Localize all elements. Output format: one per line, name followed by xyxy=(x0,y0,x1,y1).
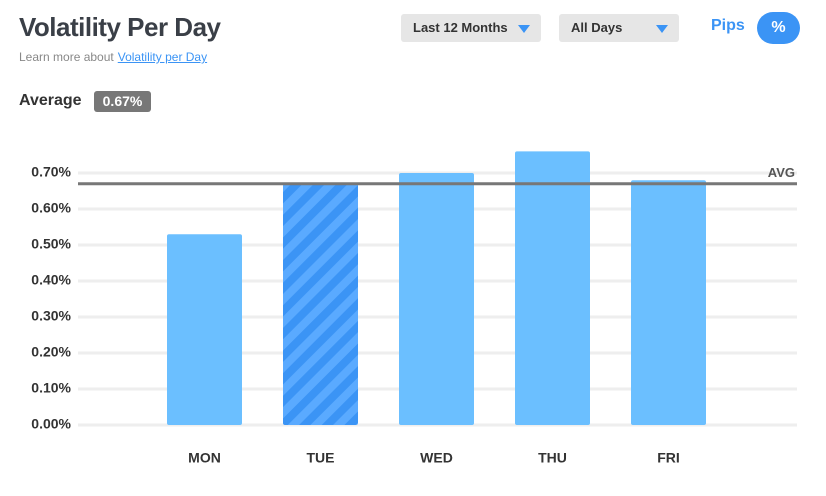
bar xyxy=(399,173,474,425)
dropdown-arrow xyxy=(518,25,530,33)
period-value: Last 12 Months xyxy=(413,20,508,35)
x-tick-label: FRI xyxy=(657,450,680,466)
bar xyxy=(515,151,590,425)
x-tick-label: WED xyxy=(420,450,453,466)
y-tick-label: 0.60% xyxy=(31,200,71,216)
y-tick-label: 0.40% xyxy=(31,272,71,288)
learn-more-link[interactable]: Volatility per Day xyxy=(117,50,208,64)
dropdown-arrow xyxy=(656,25,668,33)
days-value: All Days xyxy=(571,20,623,35)
average-badge: 0.67% xyxy=(94,91,151,112)
y-tick-label: 0.10% xyxy=(31,380,71,396)
y-tick-label: 0.00% xyxy=(31,416,71,432)
days-dropdown[interactable]: All Days xyxy=(559,14,679,42)
period-dropdown[interactable]: Last 12 Months xyxy=(401,14,541,42)
bar xyxy=(283,183,358,425)
subtitle-text: Learn more about xyxy=(19,50,114,64)
y-tick-label: 0.50% xyxy=(31,236,71,252)
x-tick-label: MON xyxy=(188,450,221,466)
y-tick-label: 0.70% xyxy=(31,164,71,180)
average-line-label: AVG xyxy=(768,165,795,180)
bar xyxy=(631,180,706,425)
average-label: Average xyxy=(19,92,82,109)
subtitle: Learn more about Volatility per Day xyxy=(19,50,207,64)
y-tick-label: 0.20% xyxy=(31,344,71,360)
bar xyxy=(167,234,242,425)
page-title: Volatility Per Day xyxy=(19,12,221,42)
x-tick-label: THU xyxy=(538,450,567,466)
y-tick-label: 0.30% xyxy=(31,308,71,324)
x-tick-label: TUE xyxy=(307,450,335,466)
pips-toggle[interactable]: Pips xyxy=(711,17,745,34)
percent-toggle[interactable]: % xyxy=(757,12,800,44)
